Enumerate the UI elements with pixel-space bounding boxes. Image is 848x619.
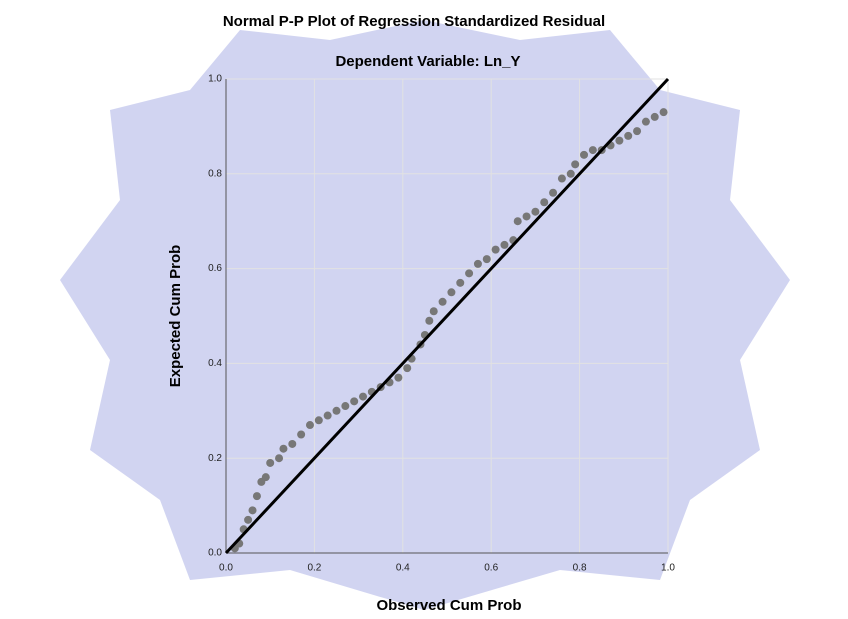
y-tick-label: 0.2 — [208, 453, 222, 464]
y-tick-label: 0.4 — [208, 358, 222, 369]
point — [244, 515, 253, 524]
chart-title: Normal P-P Plot of Regression Standardiz… — [223, 13, 605, 30]
point — [332, 406, 341, 415]
point — [425, 316, 434, 325]
y-tick-label: 1.0 — [208, 74, 222, 85]
point — [438, 297, 447, 306]
point — [266, 458, 275, 467]
point — [557, 174, 566, 183]
point — [288, 439, 297, 448]
point — [549, 188, 558, 197]
x-tick-label: 0.2 — [307, 563, 321, 574]
point — [248, 506, 257, 515]
y-tick-label: 0.8 — [208, 168, 222, 179]
x-axis-title: Observed Cum Prob — [376, 597, 521, 614]
point — [261, 473, 270, 482]
point — [447, 288, 456, 297]
point — [341, 402, 350, 411]
chart-subtitle: Dependent Variable: Ln_Y — [335, 53, 520, 70]
point — [314, 416, 323, 425]
point — [540, 198, 549, 207]
point — [491, 245, 500, 254]
point — [305, 421, 314, 430]
point — [394, 373, 403, 382]
point — [482, 255, 491, 264]
point — [633, 127, 642, 136]
point — [522, 212, 531, 221]
y-tick-label: 0.6 — [208, 263, 222, 274]
point — [571, 160, 580, 169]
y-axis-title: Expected Cum Prob — [167, 245, 184, 388]
reference-line — [224, 77, 670, 555]
point — [403, 364, 412, 373]
point — [323, 411, 332, 420]
point — [473, 259, 482, 268]
x-tick-label: 0.0 — [219, 563, 233, 574]
point — [531, 207, 540, 216]
point — [252, 492, 261, 501]
point — [456, 278, 465, 287]
x-tick-label: 0.6 — [484, 563, 498, 574]
point — [566, 169, 575, 178]
point — [641, 117, 650, 126]
point — [465, 269, 474, 278]
point — [279, 444, 288, 453]
point — [429, 307, 438, 316]
x-tick-label: 1.0 — [661, 563, 675, 574]
point — [513, 217, 522, 226]
watermark — [60, 20, 790, 610]
point — [615, 136, 624, 145]
point — [588, 146, 597, 155]
point — [275, 454, 284, 463]
x-tick-label: 0.4 — [396, 563, 410, 574]
point — [650, 112, 659, 121]
point — [624, 131, 633, 140]
point — [659, 108, 668, 117]
point — [500, 240, 509, 249]
point — [359, 392, 368, 401]
point — [297, 430, 306, 439]
point — [580, 150, 589, 159]
point — [350, 397, 359, 406]
x-tick-label: 0.8 — [573, 563, 587, 574]
y-tick-label: 0.0 — [208, 548, 222, 559]
